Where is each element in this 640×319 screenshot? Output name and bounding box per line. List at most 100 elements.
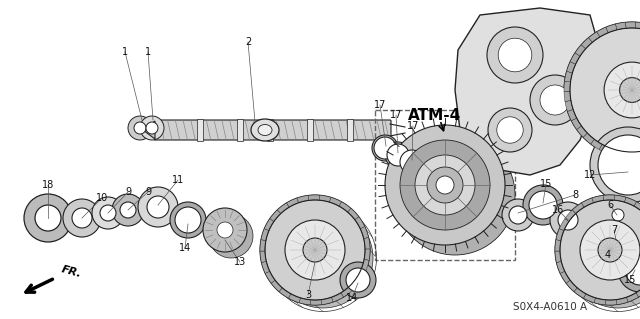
Text: 16: 16	[552, 205, 564, 215]
Polygon shape	[555, 251, 561, 263]
Circle shape	[497, 117, 524, 143]
Ellipse shape	[134, 122, 146, 134]
Ellipse shape	[385, 142, 411, 168]
Ellipse shape	[120, 202, 136, 218]
Ellipse shape	[625, 255, 640, 285]
Polygon shape	[577, 126, 588, 137]
Circle shape	[217, 222, 233, 238]
Ellipse shape	[35, 205, 61, 231]
Polygon shape	[625, 197, 637, 206]
Polygon shape	[556, 229, 564, 241]
FancyBboxPatch shape	[154, 120, 391, 140]
Polygon shape	[570, 53, 580, 64]
Circle shape	[488, 108, 532, 152]
Polygon shape	[574, 288, 586, 298]
Ellipse shape	[258, 124, 272, 136]
Circle shape	[540, 85, 570, 115]
Ellipse shape	[24, 194, 72, 242]
Polygon shape	[628, 152, 639, 158]
Circle shape	[400, 140, 490, 230]
Ellipse shape	[374, 137, 396, 159]
Bar	[237, 119, 243, 141]
Polygon shape	[341, 286, 353, 297]
Polygon shape	[566, 62, 575, 73]
Circle shape	[614, 236, 622, 244]
Polygon shape	[319, 195, 331, 202]
Ellipse shape	[251, 119, 279, 141]
Polygon shape	[277, 203, 289, 213]
Ellipse shape	[590, 127, 640, 203]
Polygon shape	[618, 151, 628, 158]
Polygon shape	[594, 298, 606, 305]
Text: 1: 1	[145, 47, 151, 57]
Circle shape	[598, 238, 622, 262]
Circle shape	[487, 27, 543, 83]
Ellipse shape	[400, 150, 424, 174]
Circle shape	[203, 208, 247, 252]
Polygon shape	[584, 294, 595, 303]
Polygon shape	[355, 217, 365, 229]
Ellipse shape	[550, 202, 586, 238]
Text: 9: 9	[125, 187, 131, 197]
Circle shape	[555, 195, 640, 305]
Polygon shape	[599, 144, 611, 154]
Polygon shape	[260, 240, 266, 251]
Polygon shape	[261, 229, 269, 241]
Polygon shape	[271, 280, 282, 292]
Text: 11: 11	[172, 175, 184, 185]
Text: S0X4-A0610 A: S0X4-A0610 A	[513, 302, 587, 312]
Text: 6: 6	[607, 200, 613, 210]
Polygon shape	[625, 22, 636, 28]
Ellipse shape	[340, 262, 376, 298]
Circle shape	[385, 125, 505, 245]
Bar	[347, 119, 353, 141]
Text: 12: 12	[584, 170, 596, 180]
Text: 17: 17	[390, 110, 402, 120]
Ellipse shape	[170, 202, 206, 238]
Circle shape	[415, 155, 475, 215]
Text: 2: 2	[245, 37, 251, 47]
Ellipse shape	[502, 199, 534, 231]
Polygon shape	[572, 203, 584, 213]
Polygon shape	[260, 251, 266, 263]
Circle shape	[580, 220, 640, 280]
Circle shape	[568, 208, 640, 308]
Polygon shape	[559, 219, 569, 231]
Ellipse shape	[372, 135, 398, 161]
Text: 15: 15	[624, 275, 636, 285]
Text: 8: 8	[572, 190, 578, 200]
Polygon shape	[572, 118, 582, 130]
Polygon shape	[349, 278, 360, 290]
Polygon shape	[606, 24, 617, 33]
Text: 3: 3	[305, 290, 311, 300]
Ellipse shape	[523, 185, 563, 225]
Ellipse shape	[346, 268, 370, 292]
Ellipse shape	[509, 206, 527, 224]
Circle shape	[564, 22, 640, 158]
Ellipse shape	[138, 187, 178, 227]
Polygon shape	[564, 81, 570, 91]
Polygon shape	[560, 271, 570, 283]
Text: ATM-4: ATM-4	[408, 108, 461, 122]
Polygon shape	[636, 22, 640, 29]
Text: 18: 18	[42, 180, 54, 190]
Circle shape	[273, 208, 373, 308]
Ellipse shape	[398, 148, 426, 176]
Polygon shape	[279, 288, 291, 298]
Polygon shape	[356, 270, 365, 281]
Polygon shape	[616, 22, 626, 30]
Polygon shape	[568, 109, 577, 121]
Polygon shape	[581, 38, 593, 49]
Polygon shape	[455, 8, 600, 175]
Polygon shape	[143, 121, 155, 139]
Polygon shape	[287, 198, 299, 207]
Ellipse shape	[146, 122, 158, 134]
Polygon shape	[289, 294, 301, 303]
Circle shape	[427, 167, 463, 203]
Circle shape	[604, 62, 640, 118]
Bar	[267, 119, 273, 141]
Ellipse shape	[100, 205, 116, 221]
Text: FR.: FR.	[60, 264, 83, 279]
Ellipse shape	[147, 196, 169, 218]
Circle shape	[209, 214, 253, 258]
